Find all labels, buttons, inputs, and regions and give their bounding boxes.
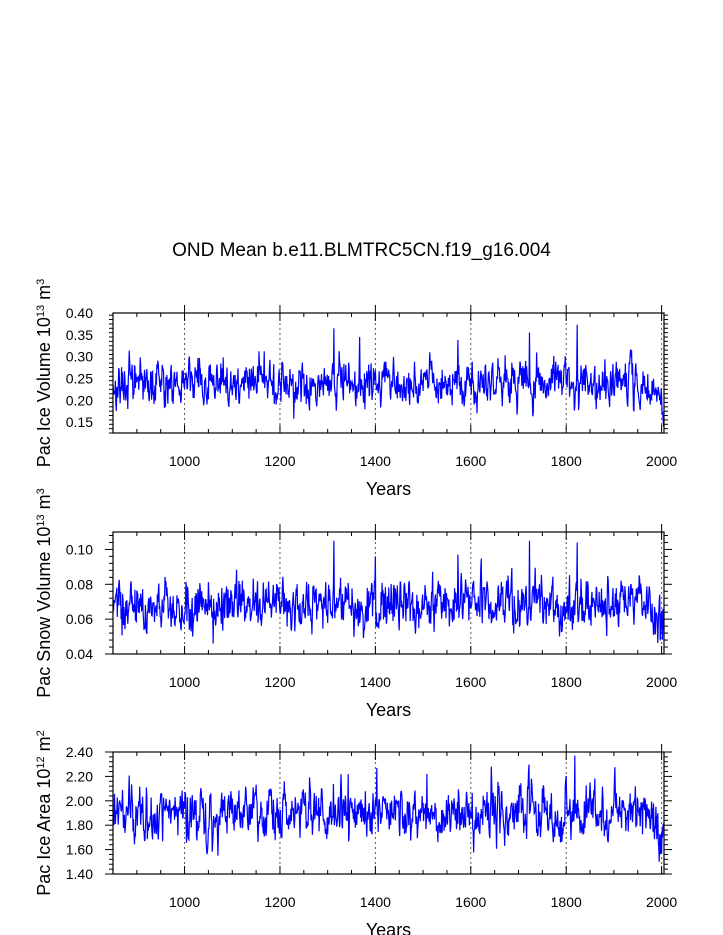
- x-tick-label: 2000: [646, 674, 677, 690]
- y-tick-label: 1.60: [66, 842, 93, 858]
- y-tick-label: 0.30: [66, 349, 93, 365]
- y-tick-label: 0.04: [66, 646, 93, 662]
- y-tick-label: 0.40: [66, 305, 93, 321]
- x-tick-label: 1200: [264, 674, 295, 690]
- x-tick-label: 2000: [646, 453, 677, 469]
- x-tick-label: 1200: [264, 453, 295, 469]
- series-line: [112, 324, 665, 427]
- panel-pac-ice-area: 1000 1200 1400 1600 1800 2000 1.40 1.60 1.80 2.00…: [34, 730, 677, 935]
- x-tick-label: 1800: [551, 453, 582, 469]
- x-tick-label: 1600: [455, 894, 486, 910]
- x-axis-label: Years: [366, 700, 411, 720]
- figure-title: OND Mean b.e11.BLMTRC5CN.f19_g16.004: [172, 240, 551, 261]
- x-tick-label: 1800: [551, 674, 582, 690]
- y-axis-label: Pac Snow Volume 1013 m3: [34, 488, 54, 697]
- y-tick-label: 1.40: [66, 866, 93, 882]
- x-tick-label: 1000: [169, 453, 200, 469]
- y-axis-label: Pac Ice Volume 1013 m3: [34, 279, 54, 467]
- x-tick-label: 1400: [360, 674, 391, 690]
- series-line: [112, 755, 665, 862]
- plot-frame: [112, 312, 665, 434]
- series-line: [112, 540, 665, 644]
- y-tick-label: 2.00: [66, 793, 93, 809]
- y-tick-label: 0.20: [66, 392, 93, 408]
- y-axis-label: Pac Ice Area 1012 m2: [34, 730, 54, 895]
- y-tick-label: 0.25: [66, 370, 93, 386]
- y-tick-label: 0.06: [66, 611, 93, 627]
- x-tick-label: 1600: [455, 453, 486, 469]
- plot-frame: [112, 531, 665, 655]
- plot-frame: [112, 751, 665, 875]
- x-tick-label: 1600: [455, 674, 486, 690]
- panel-pac-snow-volume: 1000 1200 1400 1600 1800 2000 0.04 0.06 0.08 0.10…: [34, 488, 677, 720]
- panel-pac-ice-volume: 1000 1200 1400 1600 1800 2000 0.15 0.20 0.25 0.30…: [34, 279, 677, 499]
- x-tick-label: 1800: [551, 894, 582, 910]
- y-tick-label: 2.20: [66, 768, 93, 784]
- x-axis-label: Years: [366, 920, 411, 935]
- y-tick-label: 0.10: [66, 541, 93, 557]
- x-tick-label: 1000: [169, 674, 200, 690]
- y-tick-label: 0.08: [66, 576, 93, 592]
- x-tick-label: 1000: [169, 894, 200, 910]
- x-tick-label: 1400: [360, 894, 391, 910]
- x-axis-label: Years: [366, 479, 411, 499]
- y-tick-label: 0.35: [66, 327, 93, 343]
- x-tick-label: 1400: [360, 453, 391, 469]
- y-tick-label: 0.15: [66, 414, 93, 430]
- x-tick-label: 1200: [264, 894, 295, 910]
- y-tick-label: 1.80: [66, 817, 93, 833]
- x-tick-label: 2000: [646, 894, 677, 910]
- y-tick-label: 2.40: [66, 744, 93, 760]
